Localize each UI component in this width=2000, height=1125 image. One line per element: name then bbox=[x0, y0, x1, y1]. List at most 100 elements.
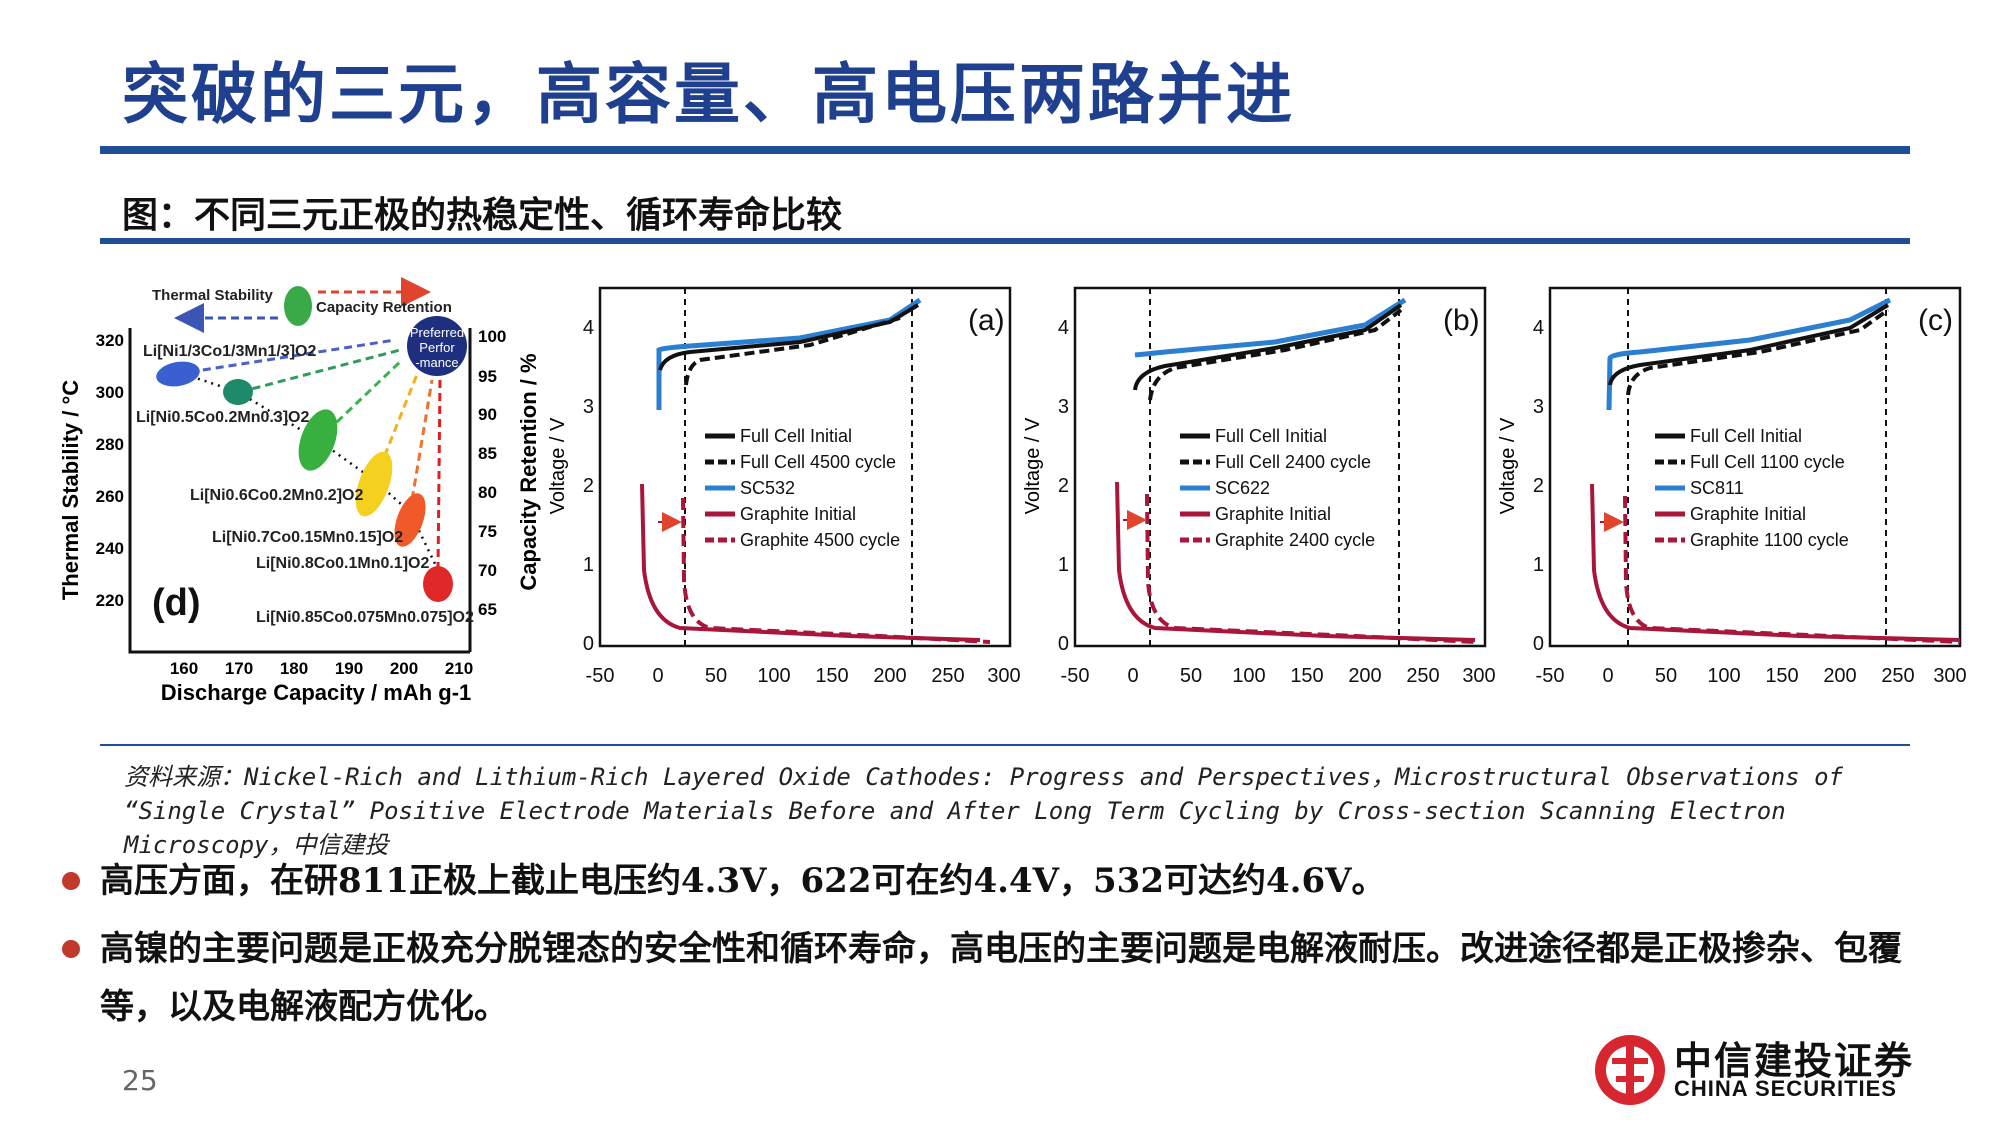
b-x-tick-8: 300 bbox=[1462, 665, 1495, 687]
c-y-tick-0: 0 bbox=[1533, 633, 1544, 655]
material-label-85: Li[Ni0.85Co0.075Mn0.075]O2 bbox=[256, 609, 474, 626]
voltage-panel-a: (a) Full Cell Initial Full Cell 4500 cyc… bbox=[547, 286, 1021, 687]
legend-a-3: SC532 bbox=[740, 478, 795, 498]
a-y-tick-0: 0 bbox=[583, 633, 594, 655]
voltage-panel-c: (c) Full Cell Initial Full Cell 1100 cyc… bbox=[1497, 286, 1967, 687]
y-right-tick-75: 75 bbox=[478, 522, 497, 541]
b-x-tick-6: 200 bbox=[1348, 665, 1381, 687]
voltage-panel-b: (b) Full Cell Initial Full Cell 2400 cyc… bbox=[1022, 286, 1496, 687]
a-x-tick-1: -50 bbox=[586, 665, 615, 687]
preferred-label-3: -mance bbox=[415, 355, 458, 370]
legend-c: Full Cell Initial Full Cell 1100 cycle S… bbox=[1655, 426, 1849, 550]
y-right-tick-95: 95 bbox=[478, 367, 497, 386]
y-left-tick-240: 240 bbox=[96, 539, 124, 558]
company-logo: 中信建投证券 CHINA SECURITIES bbox=[1592, 1030, 1932, 1110]
y-left-tick-220: 220 bbox=[96, 591, 124, 610]
legend-b-3: SC622 bbox=[1215, 478, 1270, 498]
y-left-tick-320: 320 bbox=[96, 331, 124, 350]
b-y-tick-3: 3 bbox=[1058, 396, 1069, 418]
c-y-tick-1: 1 bbox=[1533, 554, 1544, 576]
a-y-tick-3: 3 bbox=[583, 396, 594, 418]
x-tick-190: 190 bbox=[335, 659, 363, 678]
legend-c-2: Full Cell 1100 cycle bbox=[1690, 452, 1845, 472]
bullet-dot bbox=[62, 872, 80, 890]
b-y-tick-4: 4 bbox=[1058, 317, 1069, 339]
y-right-ticks: 100 95 90 85 80 75 70 65 bbox=[478, 327, 506, 619]
c-x-tick-1: -50 bbox=[1536, 665, 1565, 687]
page-title: 突破的三元，高容量、高电压两路并进 bbox=[122, 56, 1295, 133]
y-right-tick-65: 65 bbox=[478, 600, 497, 619]
material-label-71515: Li[Ni0.7Co0.15Mn0.15]O2 bbox=[212, 529, 403, 546]
b-x-tick-5: 150 bbox=[1290, 665, 1323, 687]
a-ylabel: Voltage / V bbox=[547, 417, 569, 514]
b-x-tick-7: 250 bbox=[1406, 665, 1439, 687]
panel-d-xlabel: Discharge Capacity / mAh g-1 bbox=[161, 680, 472, 705]
a-x-tick-2: 0 bbox=[652, 665, 663, 687]
bullet-item-1: 高压方面，在研811正极上截止电压约4.3V，622可在约4.4V，532可达约… bbox=[62, 852, 1942, 910]
c-x-tick-5: 150 bbox=[1765, 665, 1798, 687]
b-x-tick-4: 100 bbox=[1232, 665, 1265, 687]
x-tick-170: 170 bbox=[225, 659, 253, 678]
source-note: 资料来源：Nickel-Rich and Lithium-Rich Layere… bbox=[124, 763, 1843, 859]
c-x-tick-3: 50 bbox=[1655, 665, 1677, 687]
material-label-532: Li[Ni0.5Co0.2Mn0.3]O2 bbox=[136, 409, 309, 426]
panel-d-ylabel-right: Capacity Retention / % bbox=[516, 353, 541, 590]
y-left-ticks: 320 300 280 260 240 220 bbox=[96, 331, 124, 610]
preferred-label-1: Preferred bbox=[410, 325, 464, 340]
y-right-tick-80: 80 bbox=[478, 483, 497, 502]
legend-b-4: Graphite Initial bbox=[1215, 504, 1331, 524]
b-x-tick-1: -50 bbox=[1061, 665, 1090, 687]
capacity-retention-arrow-label: Capacity Retention bbox=[316, 299, 452, 316]
c-x-tick-8: 300 bbox=[1933, 665, 1966, 687]
thermal-stability-arrow-label: Thermal Stability bbox=[152, 287, 274, 304]
panel-a-label: (a) bbox=[968, 304, 1005, 337]
legend-a-5: Graphite 4500 cycle bbox=[740, 530, 900, 550]
c-ylabel: Voltage / V bbox=[1497, 417, 1519, 514]
c-y-tick-3: 3 bbox=[1533, 396, 1544, 418]
a-x-tick-4: 100 bbox=[757, 665, 790, 687]
legend-b-1: Full Cell Initial bbox=[1215, 426, 1327, 446]
c-x-tick-4: 100 bbox=[1707, 665, 1740, 687]
c-y-tick-2: 2 bbox=[1533, 475, 1544, 497]
b-x-tick-3: 50 bbox=[1180, 665, 1202, 687]
legend-a: Full Cell Initial Full Cell 4500 cycle S… bbox=[705, 426, 900, 550]
b-y-tick-0: 0 bbox=[1058, 633, 1069, 655]
b-ylabel: Voltage / V bbox=[1022, 417, 1044, 514]
c-x-tick-2: 0 bbox=[1602, 665, 1613, 687]
b-y-tick-1: 1 bbox=[1058, 554, 1069, 576]
page-number: 25 bbox=[122, 1064, 158, 1097]
a-x-tick-8: 300 bbox=[987, 665, 1020, 687]
x-tick-160: 160 bbox=[170, 659, 198, 678]
figure-caption: 图：不同三元正极的热稳定性、循环寿命比较 bbox=[122, 194, 843, 236]
a-x-tick-3: 50 bbox=[705, 665, 727, 687]
legend-a-2: Full Cell 4500 cycle bbox=[740, 452, 896, 472]
preferred-label-2: Perfor bbox=[419, 340, 455, 355]
y-left-tick-300: 300 bbox=[96, 383, 124, 402]
material-label-811: Li[Ni0.8Co0.1Mn0.1]O2 bbox=[256, 555, 429, 572]
bullet-item-2: 高镍的主要问题是正极充分脱锂态的安全性和循环寿命，高电压的主要问题是电解液耐压。… bbox=[62, 920, 1942, 1036]
caption-underline bbox=[100, 238, 1910, 244]
legend-b-5: Graphite 2400 cycle bbox=[1215, 530, 1375, 550]
y-right-tick-90: 90 bbox=[478, 405, 497, 424]
legend-c-3: SC811 bbox=[1690, 478, 1744, 498]
citic-logo-icon bbox=[1595, 1035, 1665, 1105]
panel-c-label: (c) bbox=[1918, 304, 1953, 337]
b-x-tick-2: 0 bbox=[1127, 665, 1138, 687]
logo-cn-text: 中信建投证券 bbox=[1674, 1038, 1915, 1083]
a-y-tick-1: 1 bbox=[583, 554, 594, 576]
panel-d-label: (d) bbox=[152, 582, 201, 624]
bullet-dot bbox=[62, 940, 80, 958]
c-y-tick-4: 4 bbox=[1533, 317, 1544, 339]
bullet-text-2: 高镍的主要问题是正极充分脱锂态的安全性和循环寿命，高电压的主要问题是电解液耐压。… bbox=[100, 929, 1902, 1027]
legend-c-4: Graphite Initial bbox=[1690, 504, 1806, 524]
c-x-tick-6: 200 bbox=[1823, 665, 1856, 687]
legend-c-5: Graphite 1100 cycle bbox=[1690, 530, 1849, 550]
legend-b: Full Cell Initial Full Cell 2400 cycle S… bbox=[1180, 426, 1375, 550]
y-right-tick-70: 70 bbox=[478, 561, 497, 580]
a-y-tick-2: 2 bbox=[583, 475, 594, 497]
y-right-tick-85: 85 bbox=[478, 444, 497, 463]
panel-d: Thermal Stability Capacity Retention Pre… bbox=[58, 277, 541, 705]
source-divider bbox=[100, 744, 1910, 746]
material-label-111: Li[Ni1/3Co1/3Mn1/3]O2 bbox=[143, 343, 316, 360]
